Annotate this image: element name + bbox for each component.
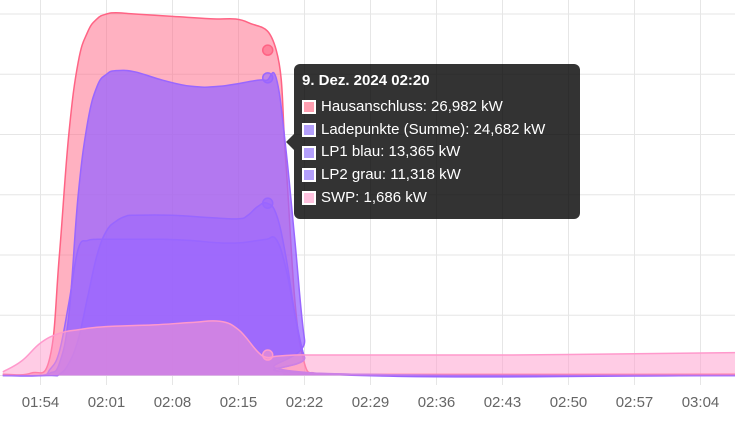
hover-point-ladepunkte-summe [261,72,274,84]
x-tick-label: 02:43 [484,394,522,411]
tooltip-item: LP2 grau: 11,318 kW [302,164,572,187]
tooltip-item: LP1 blau: 13,365 kW [302,141,572,164]
x-tick-label: 02:29 [352,394,390,411]
tooltip-swatch [302,123,316,138]
tooltip-item: Hausanschluss: 26,982 kW [302,96,572,119]
hover-points [261,44,274,361]
tooltip-item: SWP: 1,686 kW [302,187,572,210]
x-tick-label: 02:36 [418,394,456,411]
series-area-swp [2,320,735,376]
tooltip-item: Ladepunkte (Summe): 24,682 kW [302,119,572,142]
x-tick-label: 03:04 [682,394,720,411]
tooltip-item-label: Ladepunkte (Summe): 24,682 kW [321,120,546,138]
hover-point-lp1-blau [261,197,274,209]
tooltip-swatch [302,100,316,115]
tooltip-item-label: LP2 grau: 11,318 kW [321,166,461,184]
tooltip-items: Hausanschluss: 26,982 kW Ladepunkte (Summ… [302,96,572,210]
series-areas [2,12,735,378]
x-axis-ticks: 01:54 02:01 02:08 02:15 02:22 02:29 02:36 02:43… [22,394,720,411]
tooltip-swatch [302,145,316,160]
x-tick-label: 02:15 [220,394,258,411]
tooltip-item-label: LP1 blau: 13,365 kW [321,143,461,161]
tooltip-item-label: SWP: 1,686 kW [321,188,427,206]
x-tick-label: 01:54 [22,394,60,411]
tooltip-item-label: Hausanschluss: 26,982 kW [321,98,503,115]
tooltip-swatch [302,191,316,206]
tooltip-swatch [302,168,316,183]
x-tick-label: 02:08 [154,394,192,411]
x-tick-label: 02:57 [616,394,654,411]
tooltip-title: 9. Dez. 2024 02:20 [302,72,430,89]
x-tick-label: 02:22 [286,394,324,411]
tooltip-caret [286,134,294,150]
hover-point-hausanschluss [261,44,274,56]
series-line-swp [2,320,735,373]
hover-point-swp [261,349,274,361]
chart-tooltip: 9. Dez. 2024 02:20 Hausanschluss: 26,982… [286,64,580,219]
x-tick-label: 02:50 [550,394,588,411]
x-tick-label: 02:01 [88,394,126,411]
